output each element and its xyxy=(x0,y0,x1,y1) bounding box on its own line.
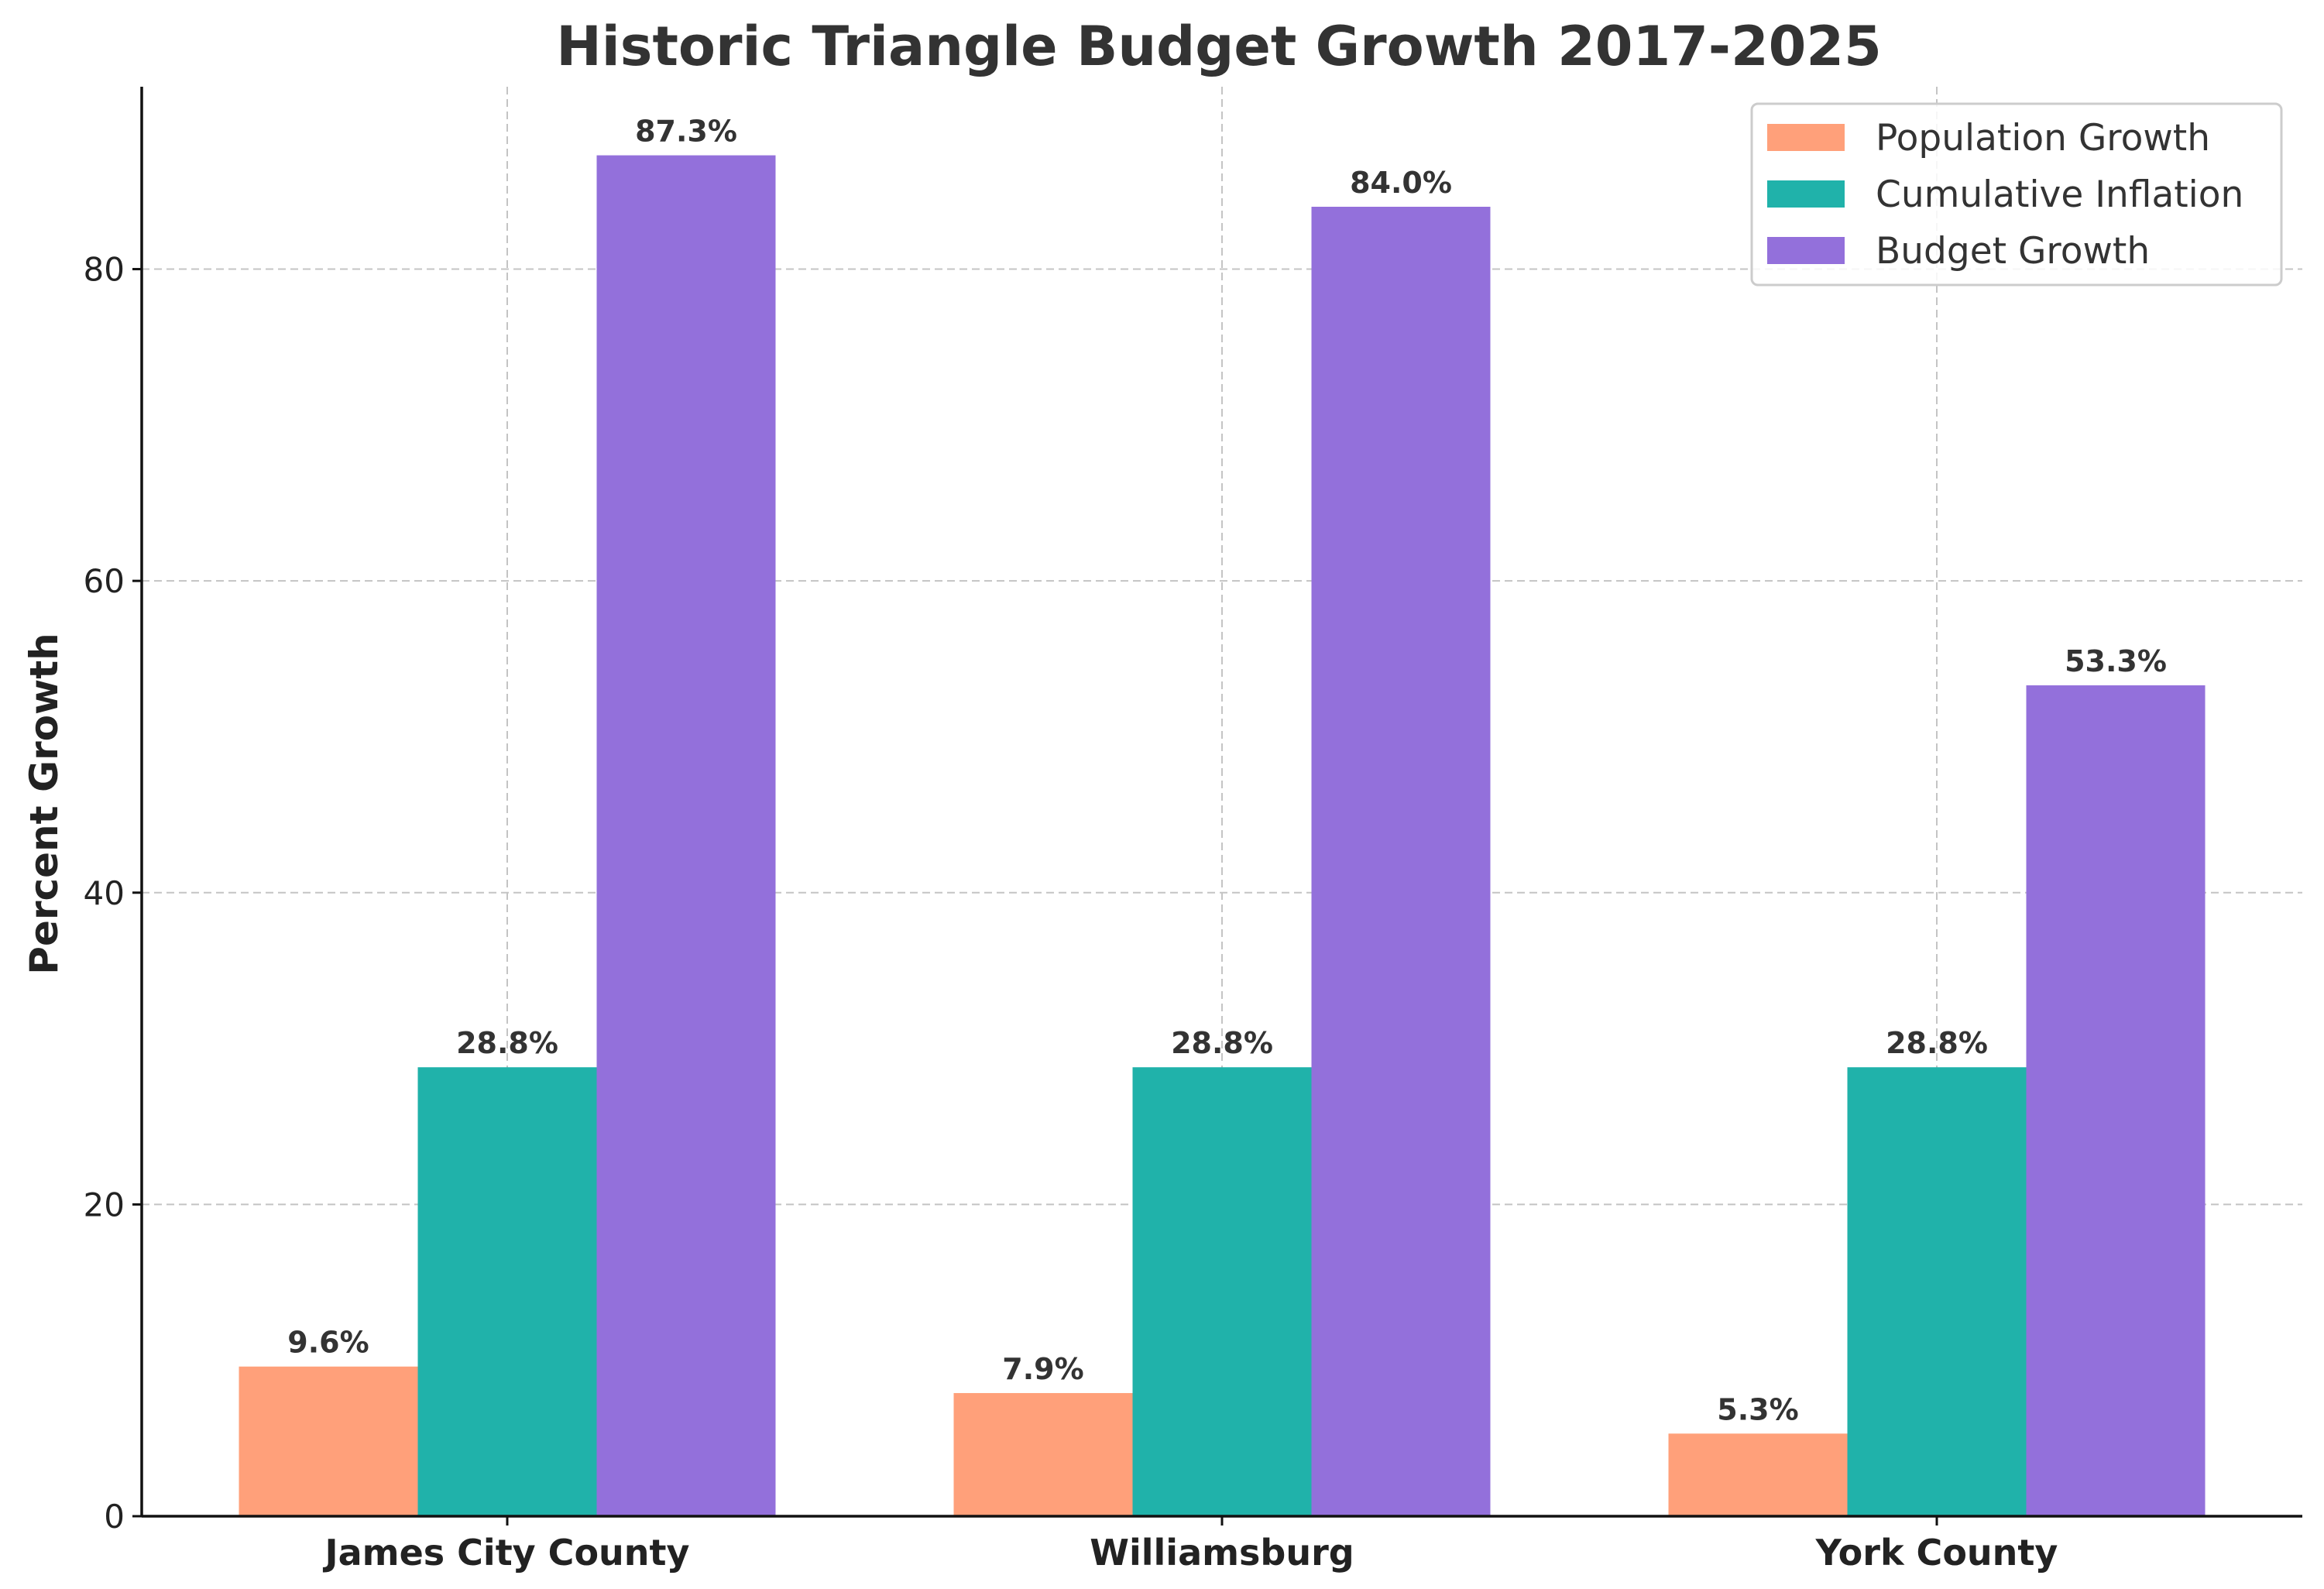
x-tick-label: James City County xyxy=(322,1532,689,1574)
cumulative-inflation-value-label: 28.8% xyxy=(1886,1026,1988,1060)
budget-growth-legend-label: Budget Growth xyxy=(1876,230,2150,273)
budget-growth-value-label: 53.3% xyxy=(2065,644,2167,678)
population-growth-value-label: 5.3% xyxy=(1717,1392,1798,1426)
cumulative-inflation-value-label: 28.8% xyxy=(456,1026,558,1060)
legend: Population Growth Cumulative Inflation Bud… xyxy=(1750,102,2283,287)
budget-growth-value-label: 87.3% xyxy=(635,115,737,149)
y-tick-label: 0 xyxy=(104,1498,125,1536)
budget-growth-bar xyxy=(2026,685,2206,1516)
chart-title: Historic Triangle Budget Growth 2017-202… xyxy=(556,15,1882,78)
population-growth-bar xyxy=(239,1366,418,1516)
cumulative-inflation-bar xyxy=(1847,1067,2027,1516)
axes: 0 20 40 60 80 James City County Williamsburg Yo… xyxy=(84,87,2302,1574)
population-growth-legend-swatch xyxy=(1767,124,1845,151)
y-tick-label: 40 xyxy=(84,874,125,912)
population-growth-value-label: 7.9% xyxy=(1002,1352,1083,1386)
x-tick-label: York County xyxy=(1815,1532,2058,1574)
budget-growth-value-label: 84.0% xyxy=(1350,166,1452,200)
cumulative-inflation-bar xyxy=(1132,1067,1312,1516)
population-growth-bar xyxy=(953,1392,1133,1516)
budget-growth-bar xyxy=(596,155,776,1516)
cumulative-inflation-bar xyxy=(417,1067,597,1516)
y-tick-label: 20 xyxy=(84,1186,125,1223)
y-tick-label: 80 xyxy=(84,251,125,289)
cumulative-inflation-legend-label: Cumulative Inflation xyxy=(1876,173,2243,216)
y-axis-label: Percent Growth xyxy=(22,633,67,974)
budget-growth-legend-swatch xyxy=(1767,237,1845,264)
legend-box xyxy=(1750,102,2283,287)
cumulative-inflation-legend-swatch xyxy=(1767,180,1845,208)
budget-growth-bar xyxy=(1311,207,1491,1517)
population-growth-bar xyxy=(1668,1433,1848,1516)
population-growth-legend-label: Population Growth xyxy=(1876,117,2210,160)
population-growth-value-label: 9.6% xyxy=(287,1326,369,1360)
x-tick-label: Williamsburg xyxy=(1090,1532,1354,1574)
bars: 9.6% 7.9% 5.3% 28.8% 28.8% 28.8% 87.3% 84.0% 53.… xyxy=(239,115,2206,1517)
cumulative-inflation-value-label: 28.8% xyxy=(1171,1026,1273,1060)
y-tick-label: 60 xyxy=(84,562,125,600)
